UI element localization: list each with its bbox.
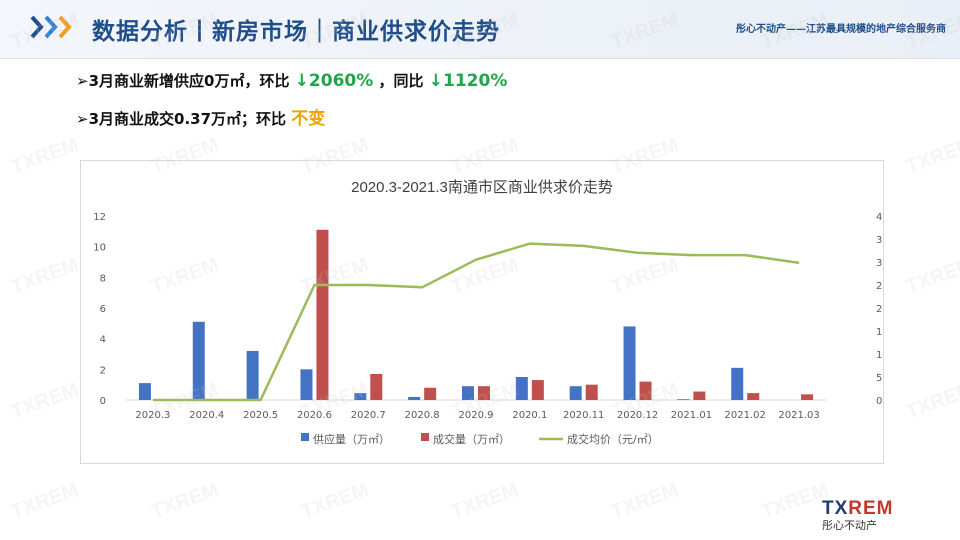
page-title: 数据分析丨新房市场｜商业供求价走势: [92, 19, 500, 45]
watermark: TXREM: [298, 478, 372, 524]
y-right-tick-label: 40000: [876, 212, 883, 223]
x-tick-label: 2020.6: [297, 410, 332, 421]
y-left-tick-label: 8: [100, 273, 106, 284]
x-tick-label: 2021.01: [671, 410, 712, 421]
y-right-tick-label: 15000: [876, 327, 883, 338]
bar-supply: [192, 321, 205, 400]
bar-deal: [639, 381, 652, 400]
legend-label: 成交均价（元/㎡）: [567, 432, 659, 446]
watermark: TXREM: [148, 478, 222, 524]
y-right-tick-label: 10000: [876, 350, 883, 361]
watermark: TXREM: [8, 378, 82, 424]
watermark: TXREM: [903, 378, 960, 424]
bullet-text: ，同比: [378, 72, 424, 90]
y-right-tick-label: 20000: [876, 304, 883, 315]
bullet-supply: ➢3月商业新增供应0万㎡，环比 ↓2060% ，同比 ↓1120%: [76, 70, 507, 91]
legend-swatch: [301, 433, 309, 441]
line-avg-price: [152, 242, 800, 402]
bar-deal: [478, 386, 490, 400]
y-right-tick-label: 0: [876, 396, 882, 407]
y-right-tick-label: 35000: [876, 235, 883, 246]
y-left-tick-label: 2: [100, 365, 106, 376]
bar-supply: [462, 386, 474, 400]
tagline: 彤心不动产——江苏最具规模的地产综合服务商: [736, 24, 946, 35]
yoy-change: ↓1120%: [428, 71, 508, 91]
chart-container: 2020.3-2021.3南通市区商业供求价走势 0 2 4 6 8 10 12 0 5000 10…: [80, 160, 908, 464]
x-tick-label: 2020.11: [563, 410, 604, 421]
chart-title: 2020.3-2021.3南通市区商业供求价走势: [351, 179, 613, 196]
bar-supply: [408, 396, 421, 400]
legend-label: 供应量（万㎡）: [313, 432, 390, 446]
legend-swatch: [421, 433, 429, 441]
bar-deal: [585, 384, 598, 400]
bar-supply: [731, 367, 744, 400]
bar-deal: [370, 373, 383, 400]
watermark: TXREM: [903, 253, 960, 299]
x-tick-label: 2020.12: [617, 410, 658, 421]
watermark: TXREM: [903, 133, 960, 179]
bar-supply: [354, 393, 367, 400]
y-right-tick-label: 5000: [876, 373, 883, 384]
bar-deal: [747, 393, 760, 400]
logo: TXREM 彤心不动产: [822, 498, 894, 533]
bullet-deal: ➢3月商业成交0.37万㎡；环比 不变: [76, 104, 325, 129]
bar-deal: [801, 394, 814, 400]
bar-deal: [316, 229, 329, 400]
bullet-text: ➢3月商业新增供应0万㎡，环比: [76, 72, 290, 90]
watermark: TXREM: [8, 253, 82, 299]
x-tick-label: 2020.4: [189, 410, 224, 421]
legend-label: 成交量（万㎡）: [433, 432, 510, 446]
y-left-tick-label: 4: [100, 335, 106, 346]
watermark: TXREM: [758, 478, 832, 524]
chevron-icon: [30, 15, 44, 39]
bar-deal: [693, 391, 706, 400]
watermark: TXREM: [8, 478, 82, 524]
y-left-tick-label: 6: [100, 304, 106, 315]
header-bar: 数据分析丨新房市场｜商业供求价走势 彤心不动产——江苏最具规模的地产综合服务商: [0, 0, 960, 59]
logo-brand: REM: [848, 498, 894, 519]
x-tick-label: 2020.8: [405, 410, 440, 421]
logo-subtitle: 彤心不动产: [822, 519, 877, 532]
bar-deal: [424, 387, 437, 400]
y-right-tick-label: 25000: [876, 281, 883, 292]
bar-supply: [246, 350, 259, 400]
x-tick-label: 2020.7: [351, 410, 386, 421]
bar-deal: [531, 380, 544, 400]
bar-supply: [138, 383, 151, 400]
x-tick-label: 2021.02: [725, 410, 766, 421]
bar-supply: [677, 399, 690, 400]
x-tick-label: 2021.03: [778, 410, 819, 421]
x-tick-label: 2020.3: [135, 410, 170, 421]
bullet-text: ➢3月商业成交0.37万㎡；环比: [76, 110, 287, 128]
x-tick-label: 2020.9: [459, 410, 494, 421]
y-left-tick-label: 0: [100, 396, 106, 407]
y-left-tick-label: 12: [93, 212, 106, 223]
watermark: TXREM: [448, 478, 522, 524]
x-tick-label: 2020.5: [243, 410, 278, 421]
bar-supply: [515, 377, 528, 400]
bar-supply: [300, 369, 313, 400]
y-right-tick-label: 30000: [876, 258, 883, 269]
chevron-icon: [44, 15, 58, 39]
bar-supply: [569, 386, 582, 400]
x-tick-label: 2020.1: [512, 410, 547, 421]
bar-supply: [623, 326, 636, 400]
watermark: TXREM: [608, 478, 682, 524]
logo-brand: TX: [822, 498, 849, 519]
chart: 2020.3-2021.3南通市区商业供求价走势 0 2 4 6 8 10 12 0 5000 10…: [93, 179, 908, 446]
chevron-icon: [58, 15, 72, 39]
mom-change: 不变: [291, 109, 326, 129]
mom-change: ↓2060%: [294, 71, 374, 91]
watermark: TXREM: [8, 133, 82, 179]
y-left-tick-label: 10: [93, 243, 106, 254]
